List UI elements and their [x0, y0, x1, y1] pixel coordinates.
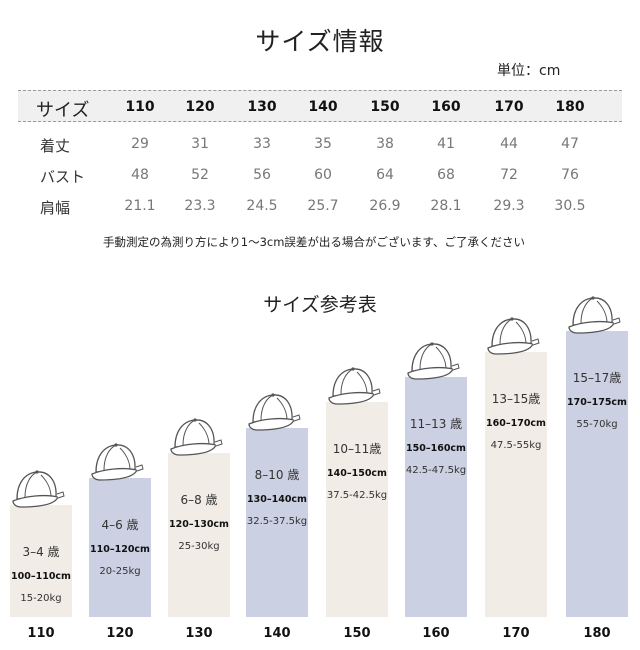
age-label: 11–13 歳 [409, 417, 463, 431]
axis-size-label: 120 [106, 626, 134, 641]
reference-title: サイズ参考表 [263, 294, 377, 316]
axis-size-label: 140 [263, 626, 291, 641]
axis-size-label: 130 [185, 626, 213, 641]
row-label: 着丈 [40, 137, 71, 155]
row-label: バスト [40, 168, 86, 186]
table-cell: 26.9 [369, 198, 401, 214]
weight-range-label: 47.5-55kg [490, 440, 542, 451]
axis-size-label: 110 [27, 626, 55, 641]
size-header-160: 160 [431, 99, 461, 115]
height-range-label: 150–160cm [406, 443, 466, 454]
baseball-cap-icon [406, 339, 464, 387]
height-range-label: 100–110cm [11, 571, 71, 582]
table-cell: 24.5 [246, 198, 278, 214]
size-header-170: 170 [494, 99, 524, 115]
table-cell: 52 [191, 167, 209, 183]
size-header-120: 120 [185, 99, 215, 115]
age-label: 8–10 歳 [254, 468, 300, 482]
table-cell: 30.5 [554, 198, 586, 214]
table-cell: 35 [314, 136, 332, 152]
table-cell: 31 [191, 136, 209, 152]
size-header-label: サイズ [36, 100, 90, 121]
height-range-label: 170–175cm [567, 397, 627, 408]
baseball-cap-icon [567, 293, 625, 341]
height-range-label: 120–130cm [169, 519, 229, 530]
axis-size-label: 160 [422, 626, 450, 641]
age-label: 6–8 歳 [180, 493, 218, 507]
axis-size-label: 150 [343, 626, 371, 641]
unit-label: 単位：cm [497, 63, 561, 79]
reference-bar-170 [485, 352, 547, 617]
row-label: 肩幅 [40, 199, 71, 217]
weight-range-label: 32.5-37.5kg [246, 516, 308, 527]
size-header-110: 110 [125, 99, 155, 115]
baseball-cap-icon [247, 390, 305, 438]
baseball-cap-icon [90, 440, 148, 488]
height-range-label: 140–150cm [327, 468, 387, 479]
size-header-band [18, 90, 622, 122]
reference-bar-130 [168, 453, 230, 617]
measurement-note: 手動測定の為測り方により1～3cm誤差が出る場合がございます、ご了承ください [103, 235, 526, 249]
reference-bar-160 [405, 377, 467, 617]
table-cell: 72 [500, 167, 518, 183]
baseball-cap-icon [169, 415, 227, 463]
baseball-cap-icon [327, 364, 385, 412]
reference-bar-150 [326, 402, 388, 617]
weight-range-label: 15-20kg [20, 593, 62, 604]
reference-bar-140 [246, 428, 308, 617]
weight-range-label: 37.5-42.5kg [326, 490, 388, 501]
reference-bar-110 [10, 505, 72, 617]
table-cell: 33 [253, 136, 271, 152]
table-cell: 29 [131, 136, 149, 152]
reference-bar-180 [566, 331, 628, 617]
weight-range-label: 42.5-47.5kg [405, 465, 467, 476]
age-label: 10–11歳 [332, 442, 382, 456]
age-label: 15–17歳 [572, 371, 622, 385]
age-label: 4–6 歳 [101, 518, 139, 532]
size-header-130: 130 [247, 99, 277, 115]
size-header-140: 140 [308, 99, 338, 115]
size-header-150: 150 [370, 99, 400, 115]
height-range-label: 110–120cm [90, 544, 150, 555]
table-cell: 68 [437, 167, 455, 183]
table-cell: 64 [376, 167, 394, 183]
baseball-cap-icon [486, 314, 544, 362]
axis-size-label: 170 [502, 626, 530, 641]
axis-size-label: 180 [583, 626, 611, 641]
height-range-label: 130–140cm [247, 494, 307, 505]
table-cell: 60 [314, 167, 332, 183]
table-cell: 41 [437, 136, 455, 152]
baseball-cap-icon [11, 467, 69, 515]
table-cell: 44 [500, 136, 518, 152]
page-title: サイズ情報 [255, 27, 385, 56]
reference-bar-120 [89, 478, 151, 617]
table-cell: 38 [376, 136, 394, 152]
weight-range-label: 55-70kg [576, 419, 618, 430]
table-cell: 76 [561, 167, 579, 183]
size-header-180: 180 [555, 99, 585, 115]
weight-range-label: 20-25kg [99, 566, 141, 577]
table-cell: 29.3 [493, 198, 525, 214]
weight-range-label: 25-30kg [178, 541, 220, 552]
table-cell: 48 [131, 167, 149, 183]
table-cell: 25.7 [307, 198, 339, 214]
age-label: 13–15歳 [491, 392, 541, 406]
age-label: 3–4 歳 [22, 545, 60, 559]
table-cell: 21.1 [124, 198, 156, 214]
height-range-label: 160–170cm [486, 418, 546, 429]
table-cell: 28.1 [430, 198, 462, 214]
table-cell: 56 [253, 167, 271, 183]
table-cell: 23.3 [184, 198, 216, 214]
table-cell: 47 [561, 136, 579, 152]
